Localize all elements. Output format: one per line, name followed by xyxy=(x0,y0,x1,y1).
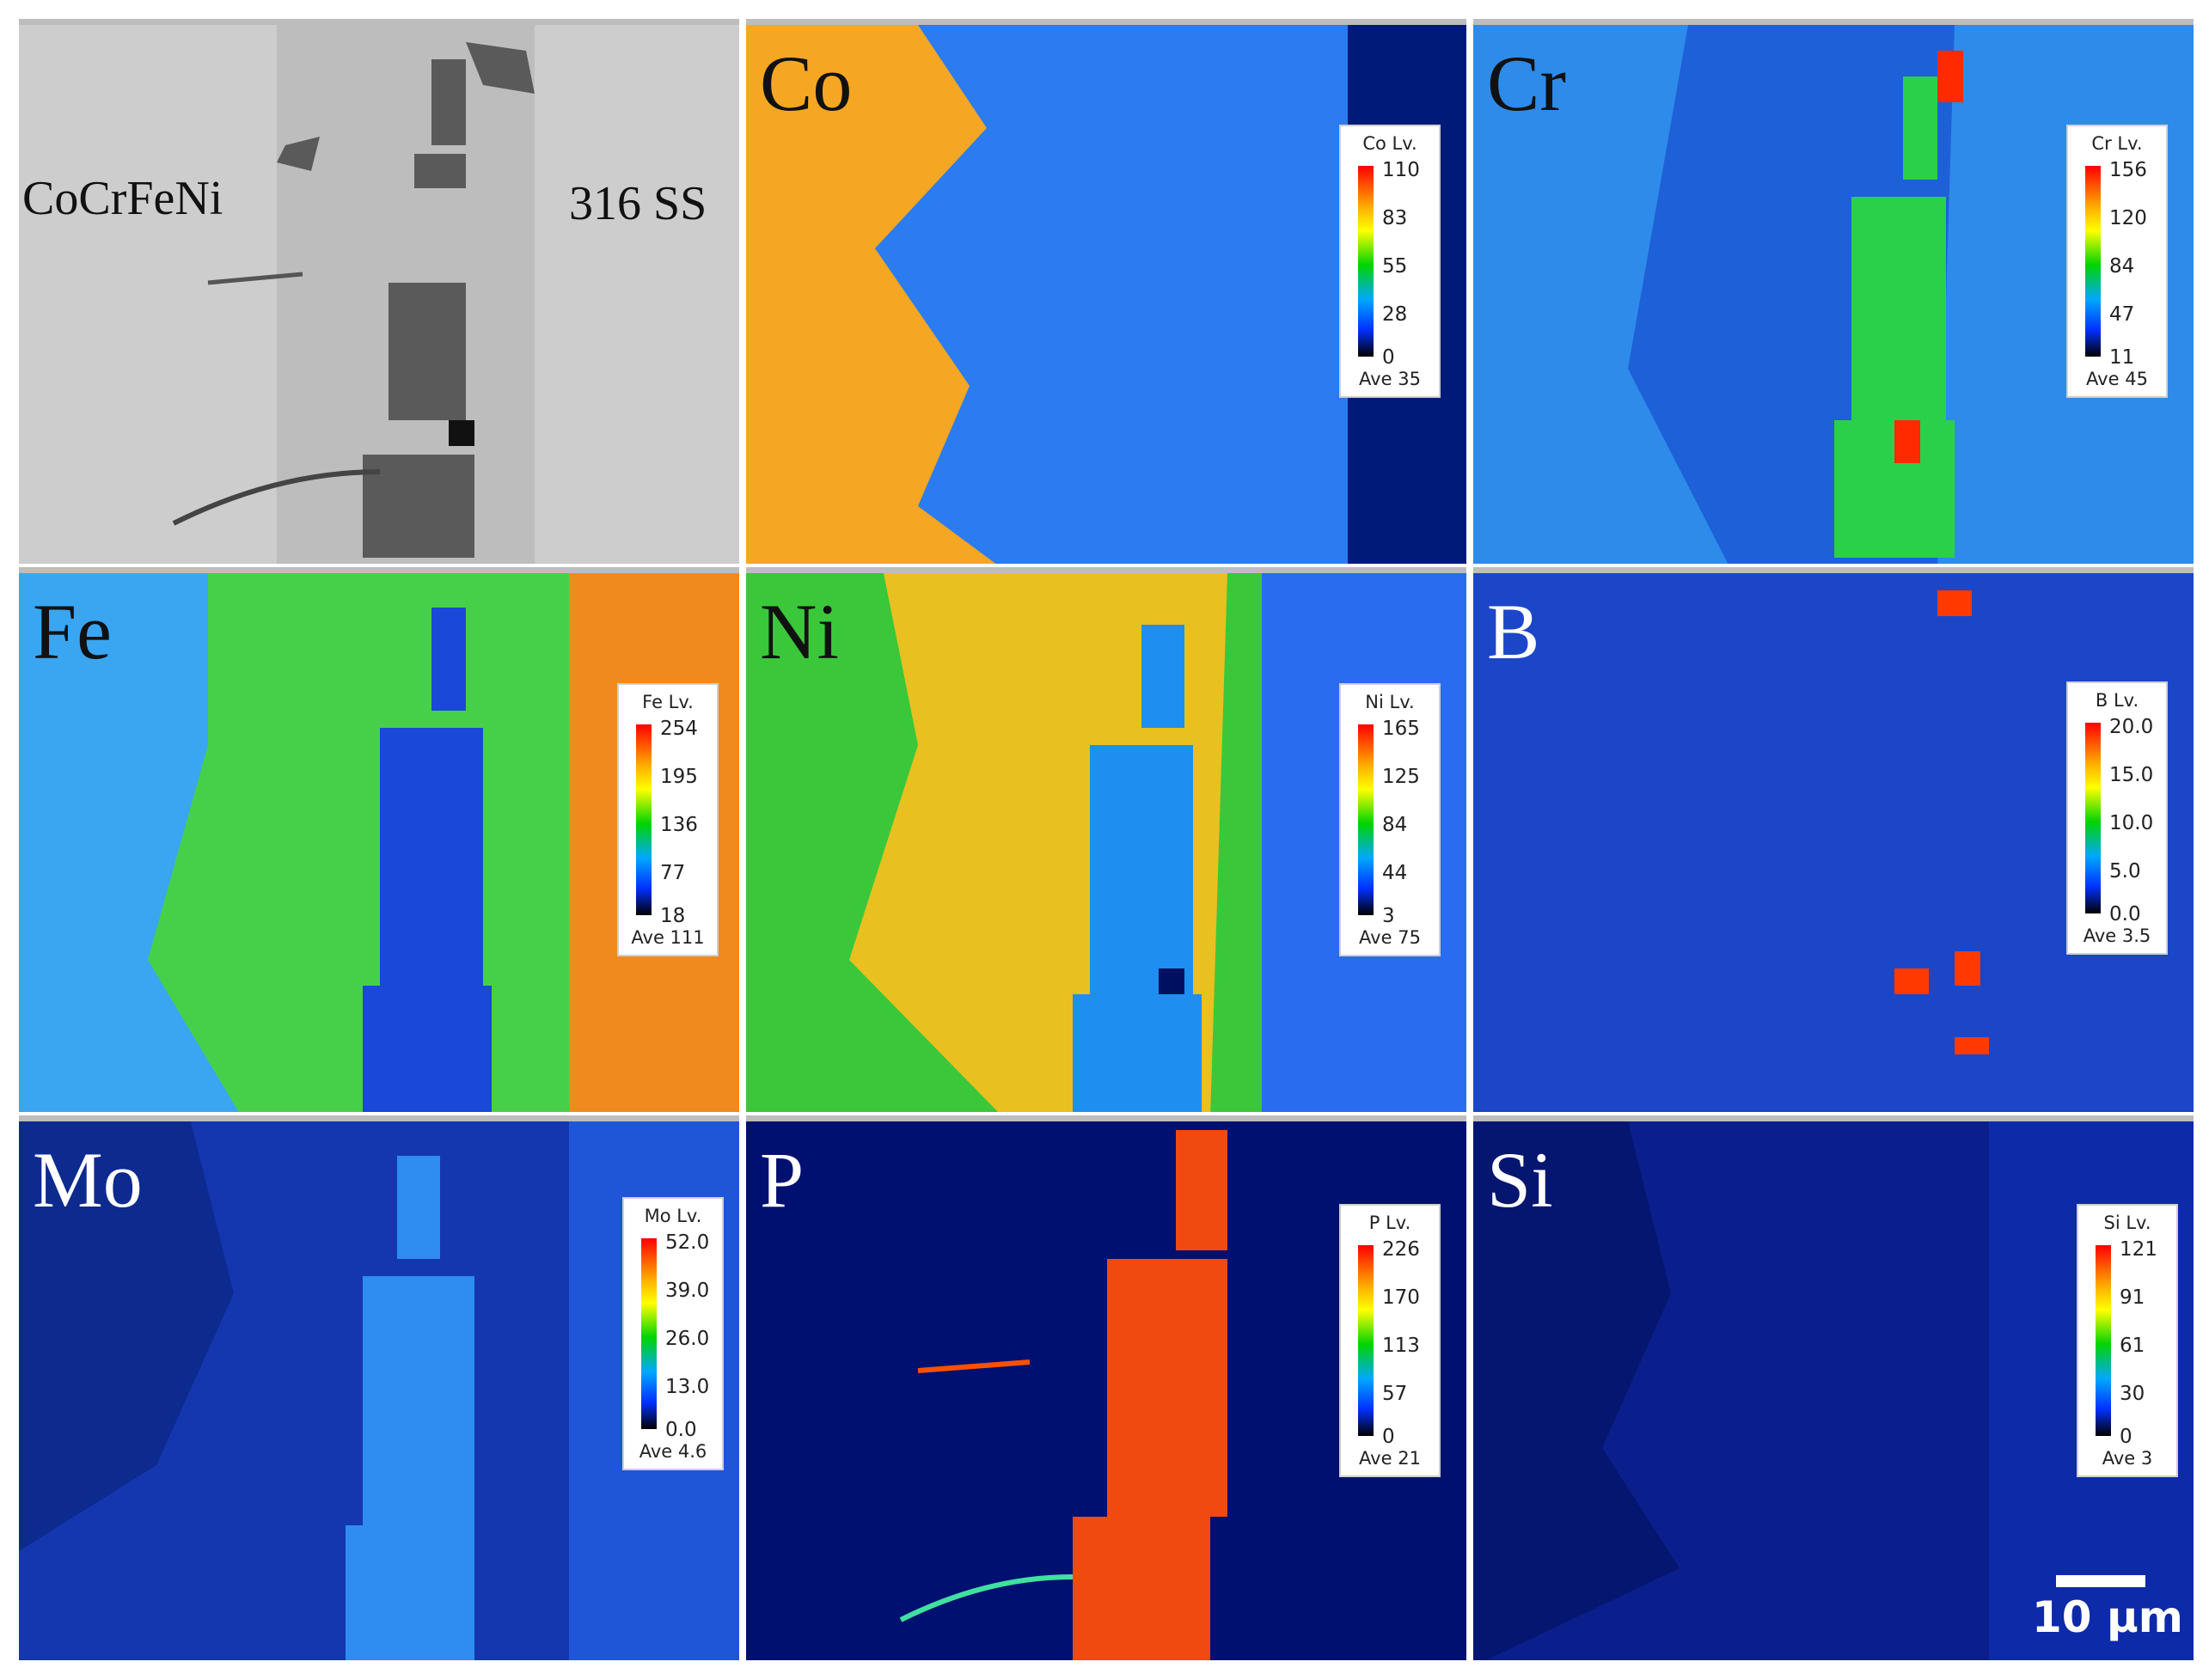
legend-tick: 83 xyxy=(1382,207,1408,229)
legend-tick: 47 xyxy=(2109,303,2135,326)
legend-colorbar xyxy=(641,1238,657,1429)
legend-tick: 18 xyxy=(660,905,686,927)
legend-tick: 26.0 xyxy=(665,1328,710,1350)
co-legend: Co Lv. 110 83 55 28 0 Ave 35 xyxy=(1339,125,1441,398)
legend-average: Ave 21 xyxy=(1359,1448,1421,1469)
scale-bar-label: 10 μm xyxy=(2032,1592,2183,1642)
mo-map-panel: Mo Mo Lv. 52.0 39.0 26.0 13.0 0.0 Ave 4.… xyxy=(19,1115,739,1660)
legend-title: Cr Lv. xyxy=(2091,133,2143,154)
cocrfeni-label: CoCrFeNi xyxy=(22,172,223,225)
legend-average: Ave 111 xyxy=(631,927,705,948)
legend-colorbar xyxy=(1358,1245,1374,1436)
legend-tick: 226 xyxy=(1382,1238,1420,1261)
ni-label: Ni xyxy=(760,588,839,675)
legend-tick: 57 xyxy=(1382,1383,1408,1405)
legend-tick: 156 xyxy=(2109,159,2147,181)
legend-tick: 195 xyxy=(660,766,698,788)
mo-legend: Mo Lv. 52.0 39.0 26.0 13.0 0.0 Ave 4.6 xyxy=(622,1197,724,1470)
legend-tick: 91 xyxy=(2120,1286,2145,1309)
si-legend: Si Lv. 121 91 61 30 0 Ave 3 xyxy=(2077,1204,2178,1477)
legend-colorbar xyxy=(2085,723,2101,913)
legend-average: Ave 4.6 xyxy=(639,1441,707,1462)
legend-tick: 13.0 xyxy=(665,1376,710,1398)
co-map-panel: Co Co Lv. 110 83 55 28 0 Ave 35 xyxy=(746,19,1466,564)
cr-legend: Cr Lv. 156 120 84 47 11 Ave 45 xyxy=(2066,125,2168,398)
legend-tick: 20.0 xyxy=(2109,716,2154,738)
legend-average: Ave 35 xyxy=(1359,369,1421,389)
legend-tick: 121 xyxy=(2120,1238,2157,1261)
legend-tick: 0 xyxy=(2120,1426,2133,1448)
legend-tick: 136 xyxy=(660,814,698,836)
legend-title: Mo Lv. xyxy=(644,1206,702,1226)
legend-title: Ni Lv. xyxy=(1365,692,1415,712)
legend-tick: 15.0 xyxy=(2109,764,2154,786)
legend-colorbar xyxy=(2096,1245,2111,1436)
legend-average: Ave 75 xyxy=(1359,927,1421,948)
si-label: Si xyxy=(1487,1136,1553,1224)
b-map-panel: B B Lv. 20.0 15.0 10.0 5.0 0.0 Ave 3.5 xyxy=(1473,567,2194,1112)
legend-average: Ave 3 xyxy=(2102,1448,2153,1469)
legend-average: Ave 3.5 xyxy=(2083,926,2151,946)
cr-map-panel: Cr Cr Lv. 156 120 84 47 11 Ave 45 xyxy=(1473,19,2194,564)
legend-tick: 120 xyxy=(2109,207,2147,229)
legend-tick: 254 xyxy=(660,718,698,740)
legend-tick: 3 xyxy=(1382,905,1395,927)
fe-legend: Fe Lv. 254 195 136 77 18 Ave 111 xyxy=(617,683,719,956)
legend-tick: 52.0 xyxy=(665,1231,710,1254)
scale-bar xyxy=(2056,1575,2145,1587)
legend-tick: 11 xyxy=(2109,346,2135,369)
co-label: Co xyxy=(760,40,853,127)
legend-tick: 44 xyxy=(1382,862,1408,884)
sem-image-panel: CoCrFeNi 316 SS xyxy=(19,19,739,564)
legend-colorbar xyxy=(1358,724,1374,915)
legend-tick: 170 xyxy=(1382,1286,1420,1309)
ni-map-panel: Ni Ni Lv. 165 125 84 44 3 Ave 75 xyxy=(746,567,1466,1112)
cr-map-image xyxy=(1473,25,2194,564)
legend-tick: 39.0 xyxy=(665,1280,710,1302)
p-label: P xyxy=(760,1136,805,1224)
legend-tick: 84 xyxy=(2109,255,2135,278)
mo-label: Mo xyxy=(33,1136,143,1224)
legend-title: Co Lv. xyxy=(1362,133,1417,154)
legend-title: Si Lv. xyxy=(2103,1213,2151,1233)
sem-micrograph xyxy=(19,25,739,564)
b-legend: B Lv. 20.0 15.0 10.0 5.0 0.0 Ave 3.5 xyxy=(2066,681,2168,955)
legend-tick: 61 xyxy=(2120,1335,2145,1357)
si-map-panel: Si Si Lv. 121 91 61 30 0 Ave 3 10 μm xyxy=(1473,1115,2194,1660)
legend-title: B Lv. xyxy=(2095,690,2139,711)
legend-title: P Lv. xyxy=(1368,1213,1411,1233)
legend-tick: 5.0 xyxy=(2109,860,2141,883)
legend-tick: 84 xyxy=(1382,814,1408,836)
legend-tick: 0 xyxy=(1382,346,1395,369)
legend-title: Fe Lv. xyxy=(642,692,694,712)
legend-tick: 165 xyxy=(1382,718,1420,740)
ni-legend: Ni Lv. 165 125 84 44 3 Ave 75 xyxy=(1339,683,1441,956)
legend-tick: 10.0 xyxy=(2109,812,2154,834)
legend-tick: 125 xyxy=(1382,766,1420,788)
316ss-label: 316 SS xyxy=(569,177,707,230)
fe-map-panel: Fe Fe Lv. 254 195 136 77 18 Ave 111 xyxy=(19,567,739,1112)
legend-tick: 0.0 xyxy=(2109,903,2141,926)
legend-tick: 30 xyxy=(2120,1383,2145,1405)
cr-label: Cr xyxy=(1487,40,1566,127)
legend-tick: 110 xyxy=(1382,159,1420,181)
fe-label: Fe xyxy=(33,588,112,675)
p-map-panel: P P Lv. 226 170 113 57 0 Ave 21 xyxy=(746,1115,1466,1660)
legend-colorbar xyxy=(1358,166,1374,357)
b-label: B xyxy=(1487,588,1540,675)
legend-tick: 0.0 xyxy=(665,1419,697,1441)
legend-tick: 28 xyxy=(1382,303,1408,326)
legend-tick: 77 xyxy=(660,862,686,884)
legend-colorbar xyxy=(2085,166,2101,357)
legend-tick: 55 xyxy=(1382,255,1408,278)
legend-tick: 0 xyxy=(1382,1426,1395,1448)
ni-map-image xyxy=(746,573,1466,1112)
legend-tick: 113 xyxy=(1382,1335,1420,1357)
legend-average: Ave 45 xyxy=(2086,369,2148,389)
p-legend: P Lv. 226 170 113 57 0 Ave 21 xyxy=(1339,1204,1441,1477)
legend-colorbar xyxy=(636,724,652,915)
